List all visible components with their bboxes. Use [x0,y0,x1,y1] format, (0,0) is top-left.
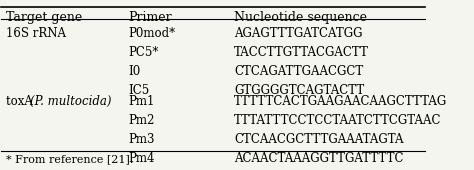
Text: AGAGTTTGATCATGG: AGAGTTTGATCATGG [234,27,363,40]
Text: TACCTTGTTACGACTT: TACCTTGTTACGACTT [234,46,369,59]
Text: Pm2: Pm2 [128,114,155,127]
Text: ACAACTAAAGGTTGATTTTC: ACAACTAAAGGTTGATTTTC [234,152,404,165]
Text: I0: I0 [128,65,141,78]
Text: TTTATTTCCTCCTAATCTTCGTAAC: TTTATTTCCTCCTAATCTTCGTAAC [234,114,442,127]
Text: PC5*: PC5* [128,46,159,59]
Text: GTGGGGTCAGTACTT: GTGGGGTCAGTACTT [234,84,365,97]
Text: (P. multocida): (P. multocida) [30,95,111,108]
Text: IC5: IC5 [128,84,150,97]
Text: * From reference [21].: * From reference [21]. [6,154,133,164]
Text: TTTTTCACTGAAGAACAAGCTTTAG: TTTTTCACTGAAGAACAAGCTTTAG [234,95,447,108]
Text: Pm4: Pm4 [128,152,155,165]
Text: toxA: toxA [6,95,36,108]
Text: Pm3: Pm3 [128,133,155,146]
Text: Primer: Primer [128,11,172,23]
Text: Target gene: Target gene [6,11,82,23]
Text: Pm1: Pm1 [128,95,155,108]
Text: CTCAGATTGAACGCT: CTCAGATTGAACGCT [234,65,364,78]
Text: 16S rRNA: 16S rRNA [6,27,65,40]
Text: Nucleotide sequence: Nucleotide sequence [234,11,367,23]
Text: P0mod*: P0mod* [128,27,175,40]
Text: CTCAACGCTTTGAAATAGTA: CTCAACGCTTTGAAATAGTA [234,133,404,146]
